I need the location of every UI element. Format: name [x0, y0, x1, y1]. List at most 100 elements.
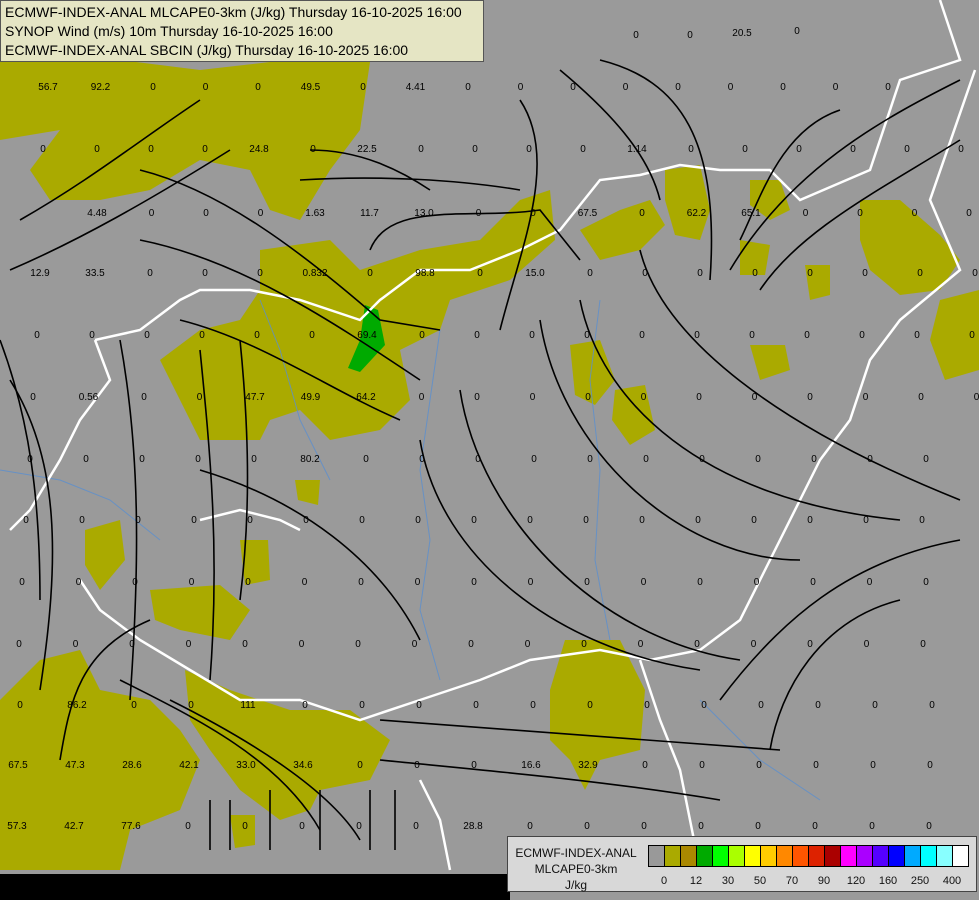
cin-value-label: 0	[755, 821, 761, 832]
legend-tick: 400	[942, 875, 962, 887]
legend-swatches	[648, 845, 969, 867]
cin-value-label: 0	[527, 821, 533, 832]
cin-value-label: 0	[758, 700, 764, 711]
cin-value-label: 0	[641, 392, 647, 403]
cin-value-label: 0	[17, 700, 23, 711]
cin-value-label: 20.5	[732, 28, 752, 39]
cin-value-label: 0	[642, 760, 648, 771]
cin-value-label: 0	[869, 821, 875, 832]
cin-value-label: 0	[247, 515, 253, 526]
high-cape-area	[348, 305, 385, 372]
legend-title-model: ECMWF-INDEX-ANAL	[515, 846, 637, 860]
cin-value-label: 0	[413, 821, 419, 832]
cin-value-label: 0	[419, 392, 425, 403]
cin-value-label: 0	[530, 392, 536, 403]
cin-value-label: 0	[202, 268, 208, 279]
legend-tick: 0	[660, 875, 668, 887]
legend-swatch	[761, 846, 777, 866]
legend-swatch	[649, 846, 665, 866]
cin-value-label: 0	[694, 330, 700, 341]
cin-value-label: 0	[583, 515, 589, 526]
legend-swatch	[905, 846, 921, 866]
cin-value-label: 0	[863, 392, 869, 403]
cin-value-label: 0	[309, 330, 315, 341]
cin-value-label: 0	[642, 268, 648, 279]
cin-value-label: 0	[415, 515, 421, 526]
cin-value-label: 0	[526, 144, 532, 155]
legend-tick: 50	[753, 875, 767, 887]
cin-value-label: 47.3	[65, 760, 85, 771]
legend-ticks: 0 12 30 50 70 90 120 160 250 400	[648, 875, 968, 891]
cin-value-label: 0	[918, 392, 924, 403]
cin-value-label: 0	[728, 82, 734, 93]
cin-value-label: 67.5	[8, 760, 28, 771]
cin-value-label: 0	[780, 82, 786, 93]
cin-value-label: 0	[73, 639, 79, 650]
legend-title-param: MLCAPE0-3km	[534, 862, 618, 876]
cin-value-label: 0	[697, 577, 703, 588]
cin-value-label: 0	[83, 454, 89, 465]
cin-value-label: 0	[357, 760, 363, 771]
legend-tick: 90	[817, 875, 831, 887]
cin-value-label: 0	[148, 144, 154, 155]
cin-value-label: 0	[30, 392, 36, 403]
cin-value-label: 0	[914, 330, 920, 341]
cin-value-label: 0	[131, 700, 137, 711]
cin-value-label: 0	[302, 577, 308, 588]
color-legend: ECMWF-INDEX-ANAL MLCAPE0-3km J/kg 0 12 30 5…	[507, 836, 977, 892]
cin-value-label: 69.4	[357, 330, 377, 341]
legend-swatch	[665, 846, 681, 866]
cin-value-label: 0	[639, 208, 645, 219]
legend-swatch	[681, 846, 697, 866]
cin-value-label: 0	[587, 454, 593, 465]
legend-swatch	[937, 846, 953, 866]
cin-value-label: 0	[695, 515, 701, 526]
cin-value-label: 0	[638, 639, 644, 650]
cin-value-label: 0	[749, 330, 755, 341]
cin-value-label: 0	[360, 82, 366, 93]
cin-value-label: 0	[528, 577, 534, 588]
cin-value-label: 0	[870, 760, 876, 771]
cin-value-label: 0	[531, 454, 537, 465]
cin-value-label: 32.9	[578, 760, 598, 771]
legend-swatch	[745, 846, 761, 866]
cin-value-label: 0	[815, 700, 821, 711]
cin-value-label: 0	[525, 639, 531, 650]
legend-swatch	[953, 846, 968, 866]
cin-value-label: 0	[810, 577, 816, 588]
cin-value-label: 0	[644, 700, 650, 711]
cin-value-label: 0	[917, 268, 923, 279]
cin-value-label: 0	[473, 700, 479, 711]
cin-value-label: 0	[356, 821, 362, 832]
cin-value-label: 0	[587, 700, 593, 711]
bottom-bar	[0, 874, 510, 900]
cin-value-label: 0	[756, 760, 762, 771]
cin-value-label: 0	[923, 454, 929, 465]
cin-value-label: 15.0	[525, 268, 545, 279]
cin-value-label: 98.8	[415, 268, 435, 279]
cin-value-label: 0	[864, 639, 870, 650]
legend-tick: 250	[910, 875, 930, 887]
cin-value-label: 0	[688, 144, 694, 155]
cin-value-label: 0	[863, 515, 869, 526]
legend-swatch	[841, 846, 857, 866]
cin-value-label: 0	[926, 821, 932, 832]
cin-value-label: 0	[694, 639, 700, 650]
cin-value-label: 0	[807, 392, 813, 403]
cin-value-label: 0	[751, 639, 757, 650]
cin-value-label: 64.2	[356, 392, 376, 403]
legend-swatch	[825, 846, 841, 866]
cin-value-label: 0	[254, 330, 260, 341]
cin-value-label: 49.9	[301, 392, 321, 403]
cin-value-label: 0	[697, 268, 703, 279]
cin-value-label: 0	[584, 577, 590, 588]
cin-value-label: 0	[188, 700, 194, 711]
cin-value-label: 0	[141, 392, 147, 403]
header-line-wind: SYNOP Wind (m/s) 10m Thursday 16-10-2025…	[5, 23, 333, 39]
cin-value-label: 0	[299, 639, 305, 650]
cin-value-label: 0	[923, 577, 929, 588]
streamlines	[0, 59, 961, 850]
cin-value-label: 11.7	[360, 208, 379, 219]
cin-value-label: 0	[813, 760, 819, 771]
